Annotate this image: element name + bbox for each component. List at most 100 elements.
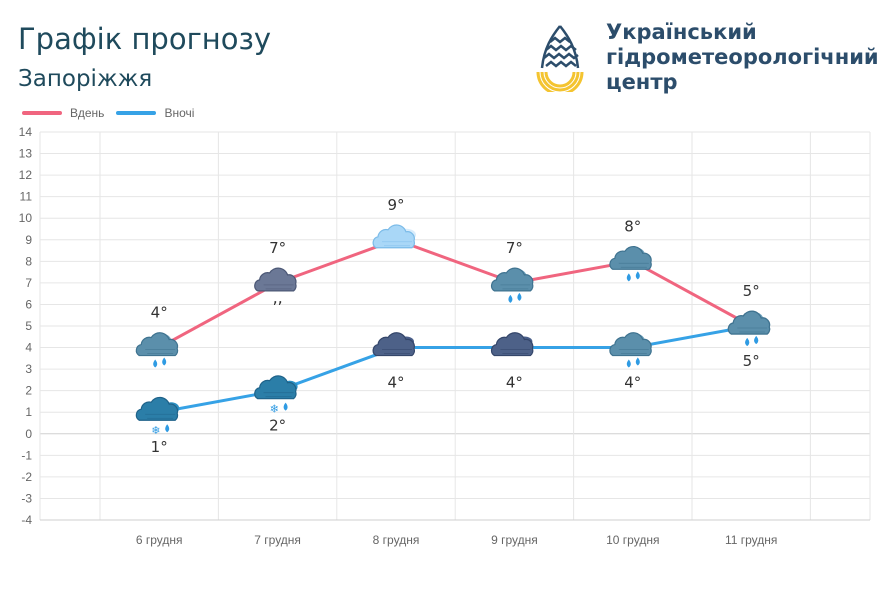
- organization-name-line: гідрометеорологічний: [606, 45, 879, 69]
- cloud-texture: [737, 327, 768, 333]
- cloud-shape: [372, 224, 416, 249]
- organization-name-line: центр: [606, 70, 678, 94]
- y-tick-label: 5: [25, 319, 32, 333]
- y-tick-label: 6: [25, 297, 32, 311]
- overcast-rain-icon: [490, 267, 534, 303]
- day-temp-label: 7°: [506, 239, 523, 257]
- night-temp-label: 1°: [151, 438, 168, 456]
- y-tick-label: 3: [25, 362, 32, 376]
- y-tick-label: 8: [25, 254, 32, 268]
- rain-drop: [626, 359, 631, 368]
- night-temp-label: 2°: [269, 417, 286, 435]
- cloud-shape: [135, 396, 179, 421]
- organization-name-line: Український: [606, 20, 757, 44]
- cloud-texture: [618, 262, 649, 268]
- legend-item-night[interactable]: Вночі: [116, 106, 194, 120]
- y-tick-label: 7: [25, 276, 32, 290]
- x-tick-label: 7 грудня: [254, 533, 301, 547]
- cloud-shape: [609, 245, 652, 270]
- cloud-texture: [382, 241, 412, 247]
- cloudy-sleet-icon: ❄: [135, 396, 180, 437]
- y-tick-label: 1: [25, 405, 32, 419]
- y-tick-label: -2: [21, 470, 32, 484]
- rain-drop: [153, 359, 158, 368]
- cloudy-drizzle-icon: ,,: [254, 267, 297, 307]
- organization-logo-icon: [536, 25, 584, 92]
- night-temp-label: 5°: [743, 352, 760, 370]
- y-tick-label: 4: [25, 341, 32, 355]
- rain-drop: [635, 271, 640, 280]
- rain-drop: [508, 294, 513, 303]
- cloud-shape: [609, 332, 652, 357]
- cloud-texture: [263, 284, 294, 290]
- legend-item-day[interactable]: Вдень: [22, 106, 104, 120]
- snowflake-mark: ❄: [151, 424, 160, 437]
- overcast-rain-icon: [135, 332, 179, 368]
- city-name: Запоріжжя: [18, 66, 153, 92]
- x-tick-label: 8 грудня: [373, 533, 420, 547]
- overcast-icon: [490, 332, 534, 357]
- partly-cloudy-icon: [372, 224, 416, 249]
- cloud-shape: [135, 332, 179, 357]
- y-tick-label: 11: [20, 190, 33, 204]
- y-tick-label: 2: [25, 384, 32, 398]
- organization-name: Український гідрометеорологічний центр: [606, 20, 879, 95]
- day-temp-label: 9°: [387, 196, 404, 214]
- cloud-texture: [382, 349, 412, 354]
- rain-drop: [745, 338, 750, 346]
- day-temp-label: 4°: [151, 304, 168, 322]
- series-line-day: [158, 238, 752, 349]
- y-tick-label: 13: [19, 147, 33, 161]
- legend-swatch-night: [116, 111, 157, 115]
- cloud-texture: [618, 349, 649, 354]
- cloud-texture: [263, 392, 294, 398]
- y-tick-label: -1: [21, 448, 32, 462]
- cloud-shape: [727, 310, 771, 335]
- cloud-shape: [490, 267, 534, 292]
- legend-label-day: Вдень: [70, 106, 105, 120]
- snowflake-mark: ❄: [270, 403, 279, 416]
- x-tick-label: 10 грудня: [606, 533, 659, 547]
- y-tick-label: -4: [21, 513, 32, 527]
- night-temp-label: 4°: [387, 374, 404, 392]
- drizzle-marks: ,,: [273, 288, 283, 307]
- legend-label-night: Вночі: [164, 106, 195, 120]
- day-temp-label: 8°: [624, 217, 641, 235]
- overcast-icon: [372, 332, 416, 357]
- rain-drop: [517, 292, 522, 301]
- overcast-rain-icon: [609, 332, 652, 368]
- night-temp-label: 4°: [506, 374, 523, 392]
- y-tick-label: 12: [19, 168, 33, 182]
- cloud-shape: [490, 332, 534, 357]
- night-temp-label: 4°: [624, 374, 641, 392]
- x-tick-label: 6 грудня: [136, 533, 183, 547]
- y-tick-label: 9: [25, 233, 32, 247]
- page-title: Графік прогнозу: [18, 22, 272, 56]
- cloud-texture: [500, 349, 531, 354]
- cloud-texture: [145, 413, 176, 419]
- cloud-shape: [254, 375, 297, 400]
- rain-drop: [283, 402, 288, 411]
- day-temp-label: 7°: [269, 239, 286, 257]
- y-tick-label: -3: [21, 491, 32, 505]
- cloud-texture: [145, 349, 176, 354]
- rain-drop: [635, 357, 640, 366]
- y-tick-label: 14: [19, 125, 33, 139]
- cloud-texture: [500, 284, 531, 290]
- rain-drop: [754, 336, 759, 344]
- x-tick-label: 9 грудня: [491, 533, 538, 547]
- day-temp-label: 5°: [743, 282, 760, 300]
- y-tick-label: 0: [25, 427, 32, 441]
- legend-swatch-day: [22, 111, 62, 115]
- rain-drop: [626, 273, 631, 282]
- x-tick-label: 11 грудня: [725, 533, 777, 547]
- rain-drop: [165, 424, 170, 433]
- chart-legend: Вдень Вночі: [22, 106, 206, 120]
- cloud-shape: [372, 332, 416, 357]
- overcast-rain-icon: [609, 245, 652, 282]
- rain-drop: [162, 357, 167, 366]
- y-tick-label: 10: [19, 211, 33, 225]
- cloudy-sleet-icon: ❄: [254, 375, 298, 416]
- overcast-rain-icon: [727, 310, 771, 346]
